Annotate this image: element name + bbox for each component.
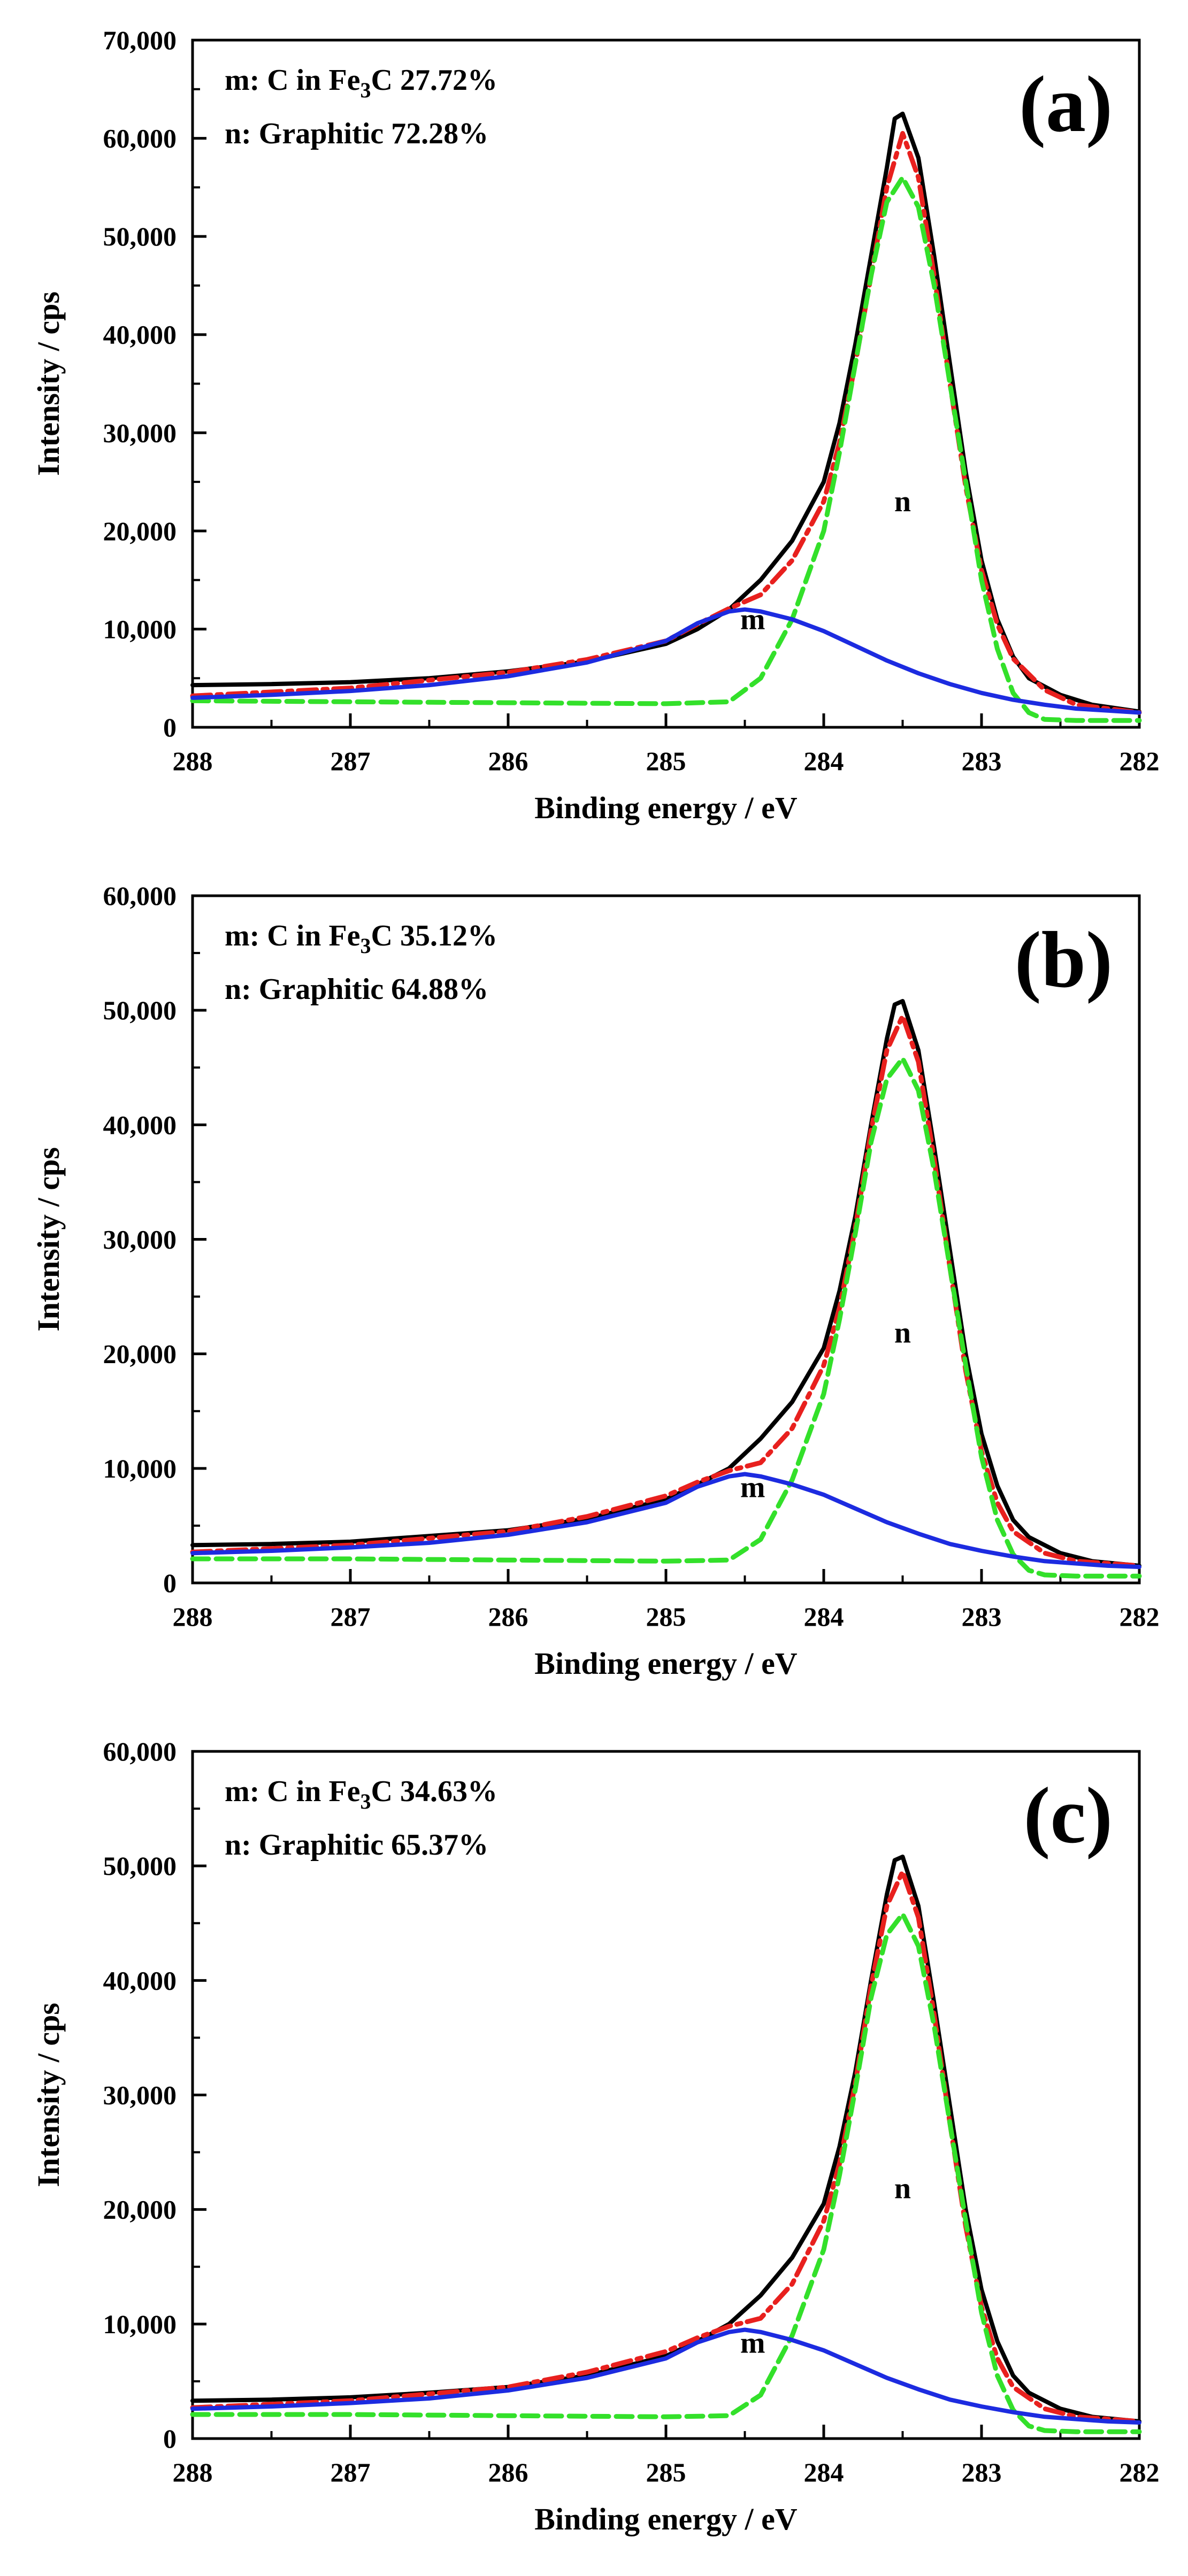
y-tick-label: 30,000 (103, 1225, 177, 1255)
y-tick-label: 60,000 (103, 1736, 177, 1766)
y-tick-label: 40,000 (103, 1110, 177, 1140)
x-tick-label: 287 (331, 746, 371, 776)
y-tick-label: 50,000 (103, 221, 177, 251)
legend-entry: n: Graphitic 64.88% (225, 973, 488, 1006)
panel-label: (c) (1024, 1771, 1113, 1860)
peak-label-m: m (740, 1471, 765, 1504)
y-tick-label: 60,000 (103, 881, 177, 911)
panel-label: (b) (1015, 916, 1113, 1004)
y-tick-label: 30,000 (103, 2080, 177, 2110)
y-tick-label: 10,000 (103, 614, 177, 644)
y-tick-label: 40,000 (103, 1965, 177, 1995)
y-tick-label: 0 (163, 2424, 177, 2454)
x-tick-label: 286 (488, 2457, 528, 2487)
series-line-raw (190, 999, 1141, 1568)
series-line-fit-envelope (190, 1869, 1142, 2424)
panel-label: (a) (1019, 60, 1113, 149)
x-tick-label: 287 (331, 2457, 371, 2487)
x-tick-label: 282 (1120, 1602, 1160, 1632)
y-tick-label: 0 (163, 1568, 177, 1598)
x-tick-label: 284 (804, 1602, 844, 1632)
y-tick-label: 40,000 (103, 320, 177, 350)
y-tick-label: 10,000 (103, 1454, 177, 1483)
x-tick-label: 284 (804, 746, 844, 776)
x-tick-label: 286 (488, 1602, 528, 1632)
peak-label-n: n (894, 485, 911, 518)
y-tick-label: 20,000 (103, 516, 177, 546)
x-tick-label: 288 (173, 2457, 213, 2487)
y-tick-label: 60,000 (103, 124, 177, 153)
peak-label-m: m (740, 2326, 765, 2359)
y-tick-label: 50,000 (103, 995, 177, 1025)
series-line-n-graphitic (190, 175, 1142, 723)
x-tick-label: 283 (962, 2457, 1002, 2487)
x-axis-title: Binding energy / eV (534, 1646, 798, 1681)
x-tick-label: 284 (804, 2457, 844, 2487)
x-tick-label: 285 (646, 746, 686, 776)
legend-entry: n: Graphitic 65.37% (225, 1828, 488, 1862)
y-tick-label: 20,000 (103, 1339, 177, 1369)
x-tick-label: 285 (646, 1602, 686, 1632)
x-tick-label: 283 (962, 746, 1002, 776)
legend-entry: n: Graphitic 72.28% (225, 117, 488, 150)
x-axis-title: Binding energy / eV (534, 790, 798, 825)
series-line-raw (190, 1855, 1141, 2424)
x-tick-label: 283 (962, 1602, 1002, 1632)
peak-label-n: n (894, 1316, 911, 1349)
series-line-m-c-in-fe3c (190, 1472, 1141, 1569)
x-tick-label: 288 (173, 746, 213, 776)
series-line-fit-envelope (190, 1013, 1142, 1568)
y-axis-title: Intensity / cps (31, 291, 66, 476)
x-tick-label: 282 (1120, 2457, 1160, 2487)
series-line-m-c-in-fe3c (190, 607, 1141, 715)
x-axis-title: Binding energy / eV (534, 2502, 798, 2536)
peak-label-m: m (740, 603, 765, 636)
legend-entry: m: C in Fe3C 35.12% (225, 919, 497, 958)
y-tick-label: 50,000 (103, 1851, 177, 1881)
peak-label-n: n (894, 2172, 911, 2205)
chart-panel-a: 288 287 286 285 284 283 282 0 10,000 20,000 30,000… (31, 25, 1160, 825)
y-tick-label: 20,000 (103, 2195, 177, 2225)
series-line-fit-envelope (190, 130, 1142, 715)
x-tick-label: 287 (331, 1602, 371, 1632)
legend-entry: m: C in Fe3C 27.72% (225, 64, 497, 102)
y-tick-label: 10,000 (103, 2309, 177, 2339)
y-tick-label: 70,000 (103, 25, 177, 55)
x-tick-label: 288 (173, 1602, 213, 1632)
series-line-m-c-in-fe3c (190, 2327, 1141, 2425)
y-tick-label: 0 (163, 712, 177, 742)
x-tick-label: 286 (488, 746, 528, 776)
chart-panel-b: 288 287 286 285 284 283 282 0 10,000 20,000 30,000… (31, 881, 1160, 1681)
x-tick-label: 282 (1120, 746, 1160, 776)
y-axis-title: Intensity / cps (31, 1147, 66, 1332)
x-tick-label: 285 (646, 2457, 686, 2487)
chart-panel-c: 288 287 286 285 284 283 282 0 10,000 20,000 30,000… (31, 1736, 1160, 2536)
y-axis-title: Intensity / cps (31, 2003, 66, 2187)
legend-entry: m: C in Fe3C 34.63% (225, 1775, 497, 1813)
y-tick-label: 30,000 (103, 418, 177, 448)
